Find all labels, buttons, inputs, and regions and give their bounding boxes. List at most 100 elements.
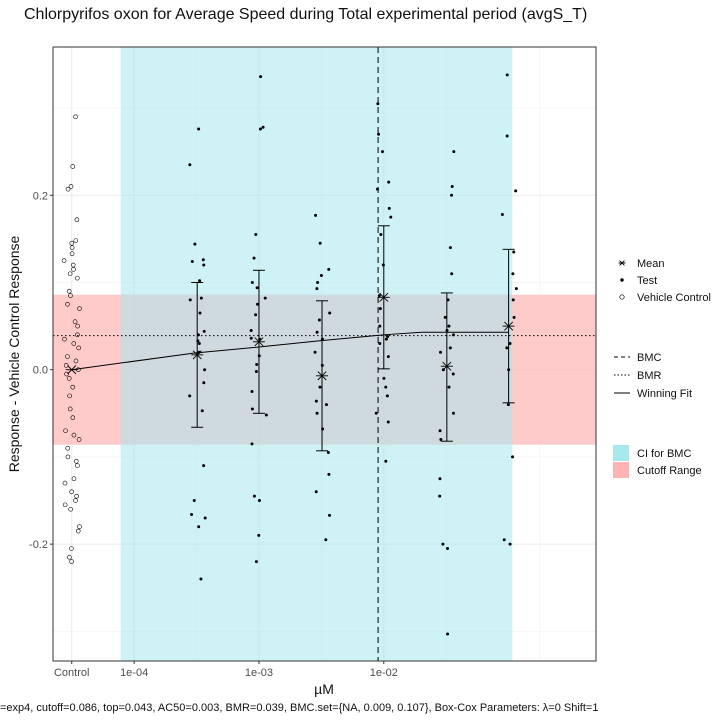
test-point: [384, 337, 388, 341]
legend-vehicle-control-icon: [619, 294, 625, 300]
vehicle-control-point: [65, 301, 70, 307]
test-point: [386, 335, 390, 339]
vehicle-control-point: [62, 336, 67, 342]
legend-label: Test: [637, 275, 657, 287]
vehicle-control-point: [71, 267, 76, 272]
vehicle-control-point: [67, 406, 73, 412]
vehicle-control-point: [75, 275, 80, 281]
test-point: [197, 525, 201, 529]
test-point: [314, 490, 318, 494]
test-point: [508, 342, 512, 346]
test-point: [375, 187, 379, 191]
vehicle-control-point: [68, 293, 73, 298]
test-point: [438, 477, 442, 481]
test-point: [188, 163, 192, 167]
test-point: [318, 241, 322, 245]
vehicle-control-point: [70, 164, 76, 169]
test-point: [203, 516, 207, 520]
test-point: [252, 256, 256, 260]
vehicle-control-point: [70, 415, 76, 420]
vehicle-control-point: [70, 384, 76, 390]
vehicle-control-point: [62, 480, 68, 486]
legend-pink-box-icon: [613, 462, 629, 478]
vehicle-control-point: [75, 528, 81, 534]
test-point: [328, 513, 332, 517]
test-point: [384, 459, 388, 463]
vehicle-control-point: [73, 458, 79, 464]
chart-caption: =exp4, cutoff=0.086, top=0.043, AC50=0.0…: [0, 702, 598, 714]
test-point: [254, 369, 258, 373]
panel-border: [52, 46, 597, 662]
test-point: [198, 311, 202, 315]
test-point: [387, 206, 391, 210]
test-point: [387, 180, 391, 184]
legend-label: Winning Fit: [637, 388, 692, 400]
mean-marker: [65, 365, 78, 375]
test-point: [193, 242, 197, 246]
vehicle-control-point: [69, 240, 75, 246]
vehicle-control-point: [73, 238, 79, 243]
vehicle-control-point: [77, 306, 82, 311]
test-point: [376, 102, 380, 106]
test-point: [259, 75, 263, 79]
test-point: [451, 333, 455, 337]
test-point: [314, 213, 318, 217]
test-point: [317, 318, 321, 322]
test-point: [448, 346, 452, 350]
vehicle-control-point: [61, 258, 67, 263]
legend-label: CI for BMC: [637, 448, 691, 460]
asterisk-stroke: [619, 260, 625, 266]
test-point: [500, 212, 504, 216]
vehicle-control-point: [73, 358, 79, 364]
test-point: [384, 385, 388, 389]
test-point: [249, 328, 253, 332]
test-point: [448, 246, 452, 250]
asterisk-stroke: [317, 371, 327, 381]
y-tick-label: 0.0: [33, 365, 48, 377]
test-point: [255, 286, 259, 290]
test-point: [452, 150, 456, 154]
test-point: [443, 315, 447, 319]
vehicle-control-point: [71, 432, 77, 438]
test-point: [505, 134, 509, 138]
vehicle-control-point: [74, 217, 80, 222]
test-point: [439, 350, 443, 354]
x-axis-label: µM: [314, 681, 334, 697]
test-point: [197, 127, 201, 131]
vehicle-control-point: [65, 454, 71, 460]
test-point: [250, 407, 254, 411]
chart-title: Chlorpyrifos oxon for Average Speed duri…: [24, 6, 587, 23]
test-point: [505, 346, 509, 350]
test-point: [386, 420, 390, 424]
test-point: [202, 381, 206, 385]
vehicle-control-point: [65, 354, 70, 359]
vehicle-control-points: [61, 114, 82, 564]
test-point: [382, 376, 386, 380]
test-point: [258, 127, 262, 131]
vehicle-control-point: [69, 559, 74, 564]
test-point: [326, 451, 330, 455]
vehicle-control-point: [64, 371, 69, 377]
plot-panel: [52, 46, 597, 662]
test-point: [190, 260, 194, 264]
vehicle-control-point: [75, 323, 80, 329]
test-point: [188, 298, 192, 302]
test-point: [200, 409, 204, 413]
test-point: [327, 472, 331, 476]
test-point: [313, 350, 317, 354]
test-point: [202, 329, 206, 333]
vehicle-control-point: [76, 345, 81, 351]
vehicle-control-point: [67, 393, 72, 399]
test-point: [508, 542, 512, 546]
test-point: [511, 272, 515, 276]
vehicle-control-point: [75, 463, 80, 468]
test-point: [190, 512, 194, 516]
test-point: [328, 311, 332, 315]
test-point: [446, 632, 450, 636]
vehicle-control-point: [65, 186, 71, 192]
asterisk-stroke: [67, 365, 77, 375]
test-point: [385, 394, 389, 398]
test-point: [316, 280, 320, 284]
test-point: [257, 499, 261, 503]
